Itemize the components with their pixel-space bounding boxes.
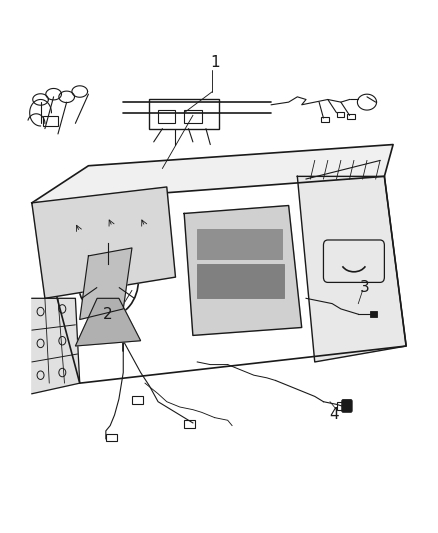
Text: 1: 1 bbox=[210, 55, 219, 70]
Text: 2: 2 bbox=[103, 306, 113, 322]
Bar bbox=[197, 264, 284, 298]
Bar bbox=[132, 397, 143, 405]
Polygon shape bbox=[184, 206, 302, 335]
Bar bbox=[149, 100, 219, 128]
Bar bbox=[184, 420, 195, 428]
Bar bbox=[158, 110, 176, 123]
Polygon shape bbox=[297, 176, 406, 362]
Text: 3: 3 bbox=[360, 280, 370, 295]
Bar bbox=[106, 433, 117, 441]
Bar bbox=[321, 117, 329, 122]
Polygon shape bbox=[80, 248, 132, 319]
Bar bbox=[347, 114, 355, 119]
Polygon shape bbox=[32, 187, 176, 298]
Text: 4: 4 bbox=[329, 407, 339, 423]
Polygon shape bbox=[32, 144, 393, 203]
Bar bbox=[371, 311, 377, 317]
Bar bbox=[43, 116, 58, 126]
Bar bbox=[336, 402, 346, 410]
Bar bbox=[184, 110, 201, 123]
Bar bbox=[197, 229, 282, 259]
Polygon shape bbox=[75, 298, 141, 346]
Polygon shape bbox=[32, 298, 80, 394]
FancyBboxPatch shape bbox=[342, 400, 352, 413]
Bar bbox=[336, 112, 344, 117]
